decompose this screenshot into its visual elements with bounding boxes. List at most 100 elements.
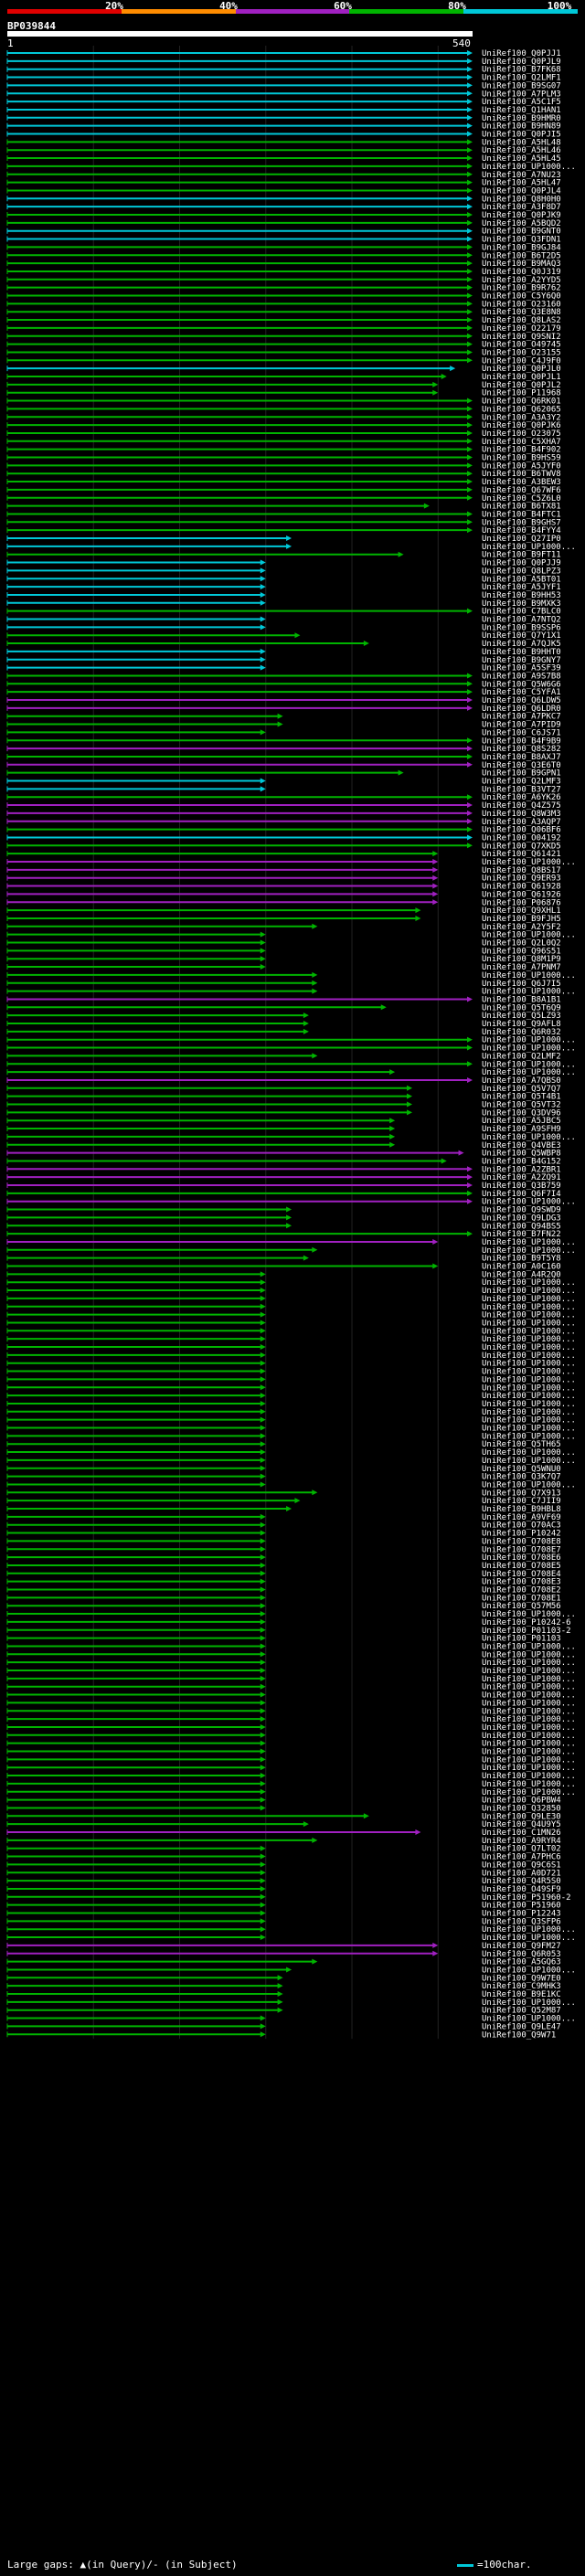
hit-label[interactable]: UniRef100_UP1000... <box>482 1925 576 1935</box>
hit-label[interactable]: UniRef100_A2ZQ91 <box>482 1173 561 1182</box>
hit-label[interactable]: UniRef100_A9RYR4 <box>482 1837 561 1846</box>
hit-label[interactable]: UniRef100_B6TX81 <box>482 503 561 512</box>
hit-label[interactable]: UniRef100_UP1000... <box>482 1392 576 1401</box>
hit-label[interactable]: UniRef100_C7BLC0 <box>482 608 561 617</box>
hit-label[interactable]: UniRef100_Q67WF6 <box>482 486 561 495</box>
hit-label[interactable]: UniRef100_Q0PJK9 <box>482 211 561 220</box>
hit-label[interactable]: UniRef100_UP1000... <box>482 1780 576 1789</box>
hit-label[interactable]: UniRef100_P10242-6 <box>482 1618 571 1627</box>
hit-label[interactable]: UniRef100_UP1000... <box>482 1425 576 1434</box>
hit-label[interactable]: UniRef100_Q4R5S0 <box>482 1877 561 1886</box>
hit-label[interactable]: UniRef100_UP1000... <box>482 1368 576 1377</box>
hit-label[interactable]: UniRef100_UP1000... <box>482 1303 576 1312</box>
hit-label[interactable]: UniRef100_O708E2 <box>482 1586 561 1595</box>
hit-label[interactable]: UniRef100_UP1000... <box>482 1198 576 1207</box>
hit-label[interactable]: UniRef100_A5HL45 <box>482 154 561 164</box>
hit-label[interactable]: UniRef100_A9SFH9 <box>482 1125 561 1134</box>
hit-label[interactable]: UniRef100_B4F902 <box>482 446 561 455</box>
hit-label[interactable]: UniRef100_Q6R053 <box>482 1950 561 1959</box>
hit-label[interactable]: UniRef100_A2YYD5 <box>482 276 561 285</box>
hit-label[interactable]: UniRef100_A7PNM7 <box>482 963 561 972</box>
hit-label[interactable]: UniRef100_Q0PJL0 <box>482 365 561 374</box>
hit-label[interactable]: UniRef100_A7PHC6 <box>482 1853 561 1862</box>
hit-label[interactable]: UniRef100_Q6F7I4 <box>482 1190 561 1199</box>
hit-label[interactable]: UniRef100_Q96S51 <box>482 947 561 956</box>
hit-label[interactable]: UniRef100_P51960 <box>482 1902 561 1911</box>
hit-label[interactable]: UniRef100_Q9SWD9 <box>482 1206 561 1215</box>
hit-label[interactable]: UniRef100_C1MN26 <box>482 1829 561 1838</box>
hit-label[interactable]: UniRef100_B6TWV8 <box>482 470 561 479</box>
hit-label[interactable]: UniRef100_A3AQP7 <box>482 818 561 827</box>
hit-label[interactable]: UniRef100_UP1000... <box>482 1772 576 1781</box>
hit-label[interactable]: UniRef100_Q3E6T0 <box>482 761 561 770</box>
hit-label[interactable]: UniRef100_UP1000... <box>482 1416 576 1426</box>
hit-label[interactable]: UniRef100_Q0PJL1 <box>482 373 561 382</box>
hit-label[interactable]: UniRef100_A5JYF0 <box>482 461 561 471</box>
hit-label[interactable]: UniRef100_A5GQ63 <box>482 1958 561 1967</box>
hit-label[interactable]: UniRef100_UP1000... <box>482 1707 576 1716</box>
hit-label[interactable]: UniRef100_UP1000... <box>482 1044 576 1054</box>
hit-label[interactable]: UniRef100_UP1000... <box>482 1432 576 1441</box>
hit-label[interactable]: UniRef100_O22179 <box>482 324 561 334</box>
hit-label[interactable]: UniRef100_A5BQD2 <box>482 219 561 228</box>
hit-label[interactable]: UniRef100_A0D721 <box>482 1869 561 1878</box>
hit-label[interactable]: UniRef100_O23155 <box>482 348 561 357</box>
hit-label[interactable]: UniRef100_UP1000... <box>482 1934 576 1943</box>
hit-label[interactable]: UniRef100_Q3DV96 <box>482 1108 561 1118</box>
hit-label[interactable]: UniRef100_A9VF69 <box>482 1513 561 1522</box>
hit-label[interactable]: UniRef100_Q32850 <box>482 1804 561 1813</box>
hit-label[interactable]: UniRef100_B6T2D5 <box>482 251 561 260</box>
hit-label[interactable]: UniRef100_Q52M87 <box>482 2007 561 2016</box>
hit-label[interactable]: UniRef100_Q9LE47 <box>482 2022 561 2031</box>
hit-label[interactable]: UniRef100_B4F9B9 <box>482 737 561 746</box>
hit-label[interactable]: UniRef100_O23160 <box>482 300 561 309</box>
hit-label[interactable]: UniRef100_B4FTC1 <box>482 510 561 519</box>
hit-label[interactable]: UniRef100_UP1000... <box>482 1788 576 1797</box>
hit-label[interactable]: UniRef100_UP1000... <box>482 1675 576 1684</box>
hit-label[interactable]: UniRef100_O49SF9 <box>482 1885 561 1894</box>
hit-label[interactable]: UniRef100_O708E7 <box>482 1545 561 1554</box>
hit-label[interactable]: UniRef100_B7FK68 <box>482 66 561 75</box>
hit-label[interactable]: UniRef100_Q9C6S1 <box>482 1860 561 1870</box>
hit-label[interactable]: UniRef100_Q3FDN1 <box>482 236 561 245</box>
hit-label[interactable]: UniRef100_UP1000... <box>482 1068 576 1077</box>
hit-label[interactable]: UniRef100_A9S7B8 <box>482 672 561 681</box>
hit-label[interactable]: UniRef100_UP1000... <box>482 1383 576 1393</box>
hit-label[interactable]: UniRef100_B9MXK3 <box>482 599 561 609</box>
hit-label[interactable]: UniRef100_Q9XHL1 <box>482 906 561 916</box>
hit-label[interactable]: UniRef100_UP1000... <box>482 1610 576 1619</box>
hit-label[interactable]: UniRef100_O708E6 <box>482 1553 561 1563</box>
hit-label[interactable]: UniRef100_P01103 <box>482 1635 561 1644</box>
hit-label[interactable]: UniRef100_Q4U9Y5 <box>482 1820 561 1829</box>
hit-label[interactable]: UniRef100_C9MHK3 <box>482 1982 561 1991</box>
hit-label[interactable]: UniRef100_C4J9F0 <box>482 356 561 366</box>
hit-label[interactable]: UniRef100_A5JBC5 <box>482 1117 561 1126</box>
hit-label[interactable]: UniRef100_O708E8 <box>482 1537 561 1546</box>
hit-label[interactable]: UniRef100_Q4Z575 <box>482 801 561 811</box>
hit-label[interactable]: UniRef100_UP1000... <box>482 1295 576 1304</box>
hit-label[interactable]: UniRef100_Q7X913 <box>482 1489 561 1498</box>
hit-label[interactable]: UniRef100_B9GNY7 <box>482 656 561 665</box>
hit-label[interactable]: UniRef100_B9GJ84 <box>482 243 561 252</box>
hit-label[interactable]: UniRef100_Q27IP0 <box>482 535 561 544</box>
hit-label[interactable]: UniRef100_Q0PJL9 <box>482 58 561 67</box>
hit-label[interactable]: UniRef100_UP1000... <box>482 858 576 867</box>
hit-label[interactable]: UniRef100_Q7Y1X1 <box>482 631 561 641</box>
hit-label[interactable]: UniRef100_Q06BF6 <box>482 826 561 835</box>
hit-label[interactable]: UniRef100_Q5T4B1 <box>482 1093 561 1102</box>
hit-label[interactable]: UniRef100_Q9FM27 <box>482 1942 561 1951</box>
hit-label[interactable]: UniRef100_UP1000... <box>482 1748 576 1757</box>
hit-label[interactable]: UniRef100_A7PKC7 <box>482 713 561 722</box>
hit-label[interactable]: UniRef100_Q9SNI2 <box>482 333 561 342</box>
hit-label[interactable]: UniRef100_Q0PJJ1 <box>482 49 561 58</box>
hit-label[interactable]: UniRef100_P06876 <box>482 898 561 907</box>
hit-label[interactable]: UniRef100_UP1000... <box>482 971 576 981</box>
hit-label[interactable]: UniRef100_A3F8D7 <box>482 203 561 212</box>
hit-label[interactable]: UniRef100_A0C160 <box>482 1263 561 1272</box>
hit-label[interactable]: UniRef100_Q5VT32 <box>482 1101 561 1110</box>
hit-label[interactable]: UniRef100_O70AC3 <box>482 1521 561 1531</box>
hit-label[interactable]: UniRef100_Q3K7Q7 <box>482 1473 561 1482</box>
hit-label[interactable]: UniRef100_Q1HAN1 <box>482 106 561 115</box>
hit-label[interactable]: UniRef100_Q8W3M3 <box>482 810 561 819</box>
hit-label[interactable]: UniRef100_B9FJH5 <box>482 915 561 924</box>
